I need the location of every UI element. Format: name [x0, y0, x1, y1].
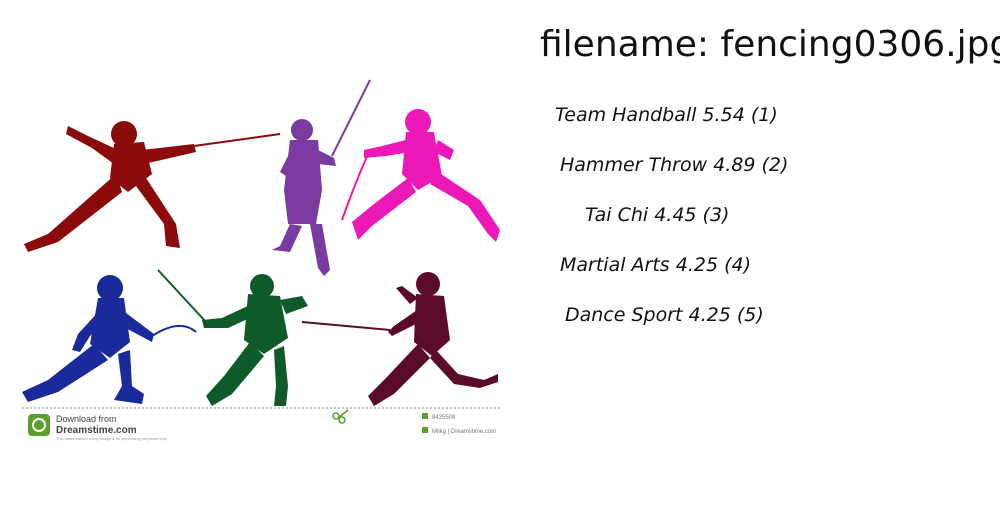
fencing-image: Download from Dreamstime.com This waterm…	[18, 74, 502, 444]
red-fencer-silhouette	[24, 121, 281, 252]
prediction-1: Team Handball 5.54 (1)	[555, 104, 778, 126]
prediction-4: Martial Arts 4.25 (4)	[560, 254, 751, 276]
watermark-strip: Download from Dreamstime.com This waterm…	[22, 407, 500, 441]
scissors-icon	[332, 409, 349, 424]
green-fencer-silhouette	[157, 269, 308, 406]
purple-fencer-silhouette	[272, 79, 371, 276]
watermark-line2: Dreamstime.com	[56, 425, 137, 436]
blue-fencer-silhouette	[22, 275, 197, 404]
watermark-credit: Milkg | Dreamstime.com	[432, 429, 496, 435]
magenta-fencer-silhouette	[341, 109, 500, 242]
prediction-3: Tai Chi 4.45 (3)	[585, 204, 730, 226]
prediction-5: Dance Sport 4.25 (5)	[565, 304, 764, 326]
maroon-fencer-silhouette	[301, 272, 498, 406]
watermark-fineprint: This watermarked comp image is for previ…	[56, 436, 168, 441]
prediction-2: Hammer Throw 4.89 (2)	[560, 154, 789, 176]
watermark-line1: Download from	[56, 414, 117, 424]
watermark-id: 8435508	[432, 415, 456, 421]
filename-title: filename: fencing0306.jpg	[540, 24, 1000, 65]
